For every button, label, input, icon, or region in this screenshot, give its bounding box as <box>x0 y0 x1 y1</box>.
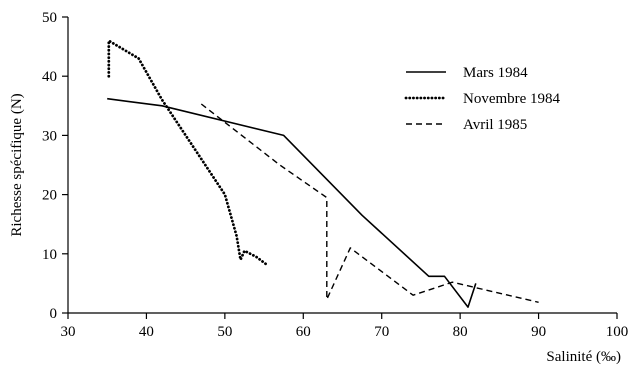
x-tick-label-30: 30 <box>61 324 76 340</box>
series-group <box>107 39 539 308</box>
x-tick-label-40: 40 <box>139 324 154 340</box>
y-tick-label-50: 50 <box>42 10 57 26</box>
x-axis-ticks: 30 40 50 60 70 80 90 100 <box>61 313 629 340</box>
y-tick-label-10: 10 <box>42 247 57 263</box>
y-axis-title: Richesse spécifique (N) <box>9 93 25 236</box>
x-axis-title: Salinité (‰) <box>546 349 621 365</box>
legend-item-mars-1984: Mars 1984 <box>406 65 528 81</box>
x-tick-label-70: 70 <box>374 324 389 340</box>
legend-item-avril-1985: Avril 1985 <box>406 117 527 133</box>
y-tick-label-30: 30 <box>42 128 57 144</box>
x-tick-label-90: 90 <box>531 324 546 340</box>
y-tick-label-0: 0 <box>50 306 58 322</box>
legend: Mars 1984 Novembre 1984 Avril 1985 <box>404 65 561 133</box>
x-tick-label-100: 100 <box>606 324 629 340</box>
y-tick-label-20: 20 <box>42 188 57 204</box>
legend-label-mars-1984: Mars 1984 <box>463 65 528 81</box>
y-axis-ticks: 0 10 20 30 40 50 <box>42 10 68 322</box>
y-tick-label-40: 40 <box>42 69 57 85</box>
series-line-novembre-1984 <box>107 39 270 268</box>
legend-label-novembre-1984: Novembre 1984 <box>463 91 561 107</box>
x-tick-label-80: 80 <box>453 324 468 340</box>
legend-label-avril-1985: Avril 1985 <box>463 117 527 133</box>
x-tick-label-50: 50 <box>217 324 232 340</box>
series-line-avril-1985 <box>200 103 539 303</box>
series-line-mars-1984 <box>107 97 477 308</box>
legend-item-novembre-1984: Novembre 1984 <box>404 91 561 107</box>
x-tick-label-60: 60 <box>296 324 311 340</box>
